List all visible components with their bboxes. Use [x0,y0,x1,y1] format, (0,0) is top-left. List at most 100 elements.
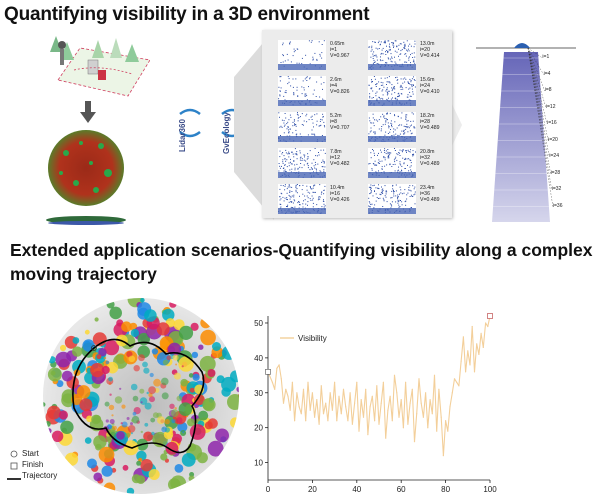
data-point [305,420,307,422]
y-tick-label: 20 [254,424,263,433]
data-point [420,402,422,404]
data-point [291,381,293,383]
viewpoint-visibility: V=0.707 [330,125,350,132]
cone-level-label: i=4 [543,70,551,77]
data-point [440,416,442,418]
page-title: Quantifying visibility in a 3D environme… [4,4,370,25]
data-point [480,332,482,334]
viewpoint-visibility: V=0.489 [420,125,440,132]
data-point [378,423,380,425]
start-point-marker [265,369,271,375]
viewpoint-visibility: V=0.489 [420,197,440,204]
cone-level-label: i=12 [545,103,556,110]
data-point [345,406,347,408]
data-point [422,416,424,418]
x-tick-label: 40 [352,485,361,494]
finish-point-marker [487,313,493,319]
legend-finish-label: Finish [22,460,44,469]
data-point [360,399,362,401]
trajectory-line [72,338,205,454]
data-point [393,374,396,376]
viewpoint-index: i=32 [420,155,430,162]
section-subtitle: Extended application scenarios-Quantifyi… [10,240,593,284]
data-point [329,392,331,394]
data-point [400,399,402,401]
data-point [487,325,489,328]
start-marker-icon [91,345,97,351]
viewpoint-distance: 0.65m [330,41,345,47]
start-legend-icon [10,450,18,458]
viewpoint-cell [278,184,326,214]
data-point [413,441,416,443]
data-point [289,409,291,411]
data-point [325,402,327,404]
cone-level-label: i=1 [542,54,550,60]
cone-level-label: i=24 [549,153,559,159]
data-point [342,388,345,390]
visibility-cone-diagram [476,43,576,222]
legend-trajectory-label: Trajectory [22,471,58,480]
data-point [396,392,398,394]
data-point [298,406,300,408]
viewpoint-cell [278,112,326,142]
data-point [280,378,282,380]
data-point [416,413,418,415]
viewpoint-distance: 18.2m [420,113,435,119]
data-point [369,406,371,408]
data-point [334,381,336,383]
legend-label: Visibility [298,334,327,343]
data-point [314,416,316,418]
viewpoint-index: i=20 [420,47,430,54]
data-point [473,371,476,373]
x-tick-label: 100 [483,485,497,494]
viewpoint-visibility: V=0.489 [420,161,440,168]
data-point [349,392,351,394]
data-point [482,346,484,348]
data-point [425,392,427,394]
data-point [402,427,404,429]
data-point [407,423,409,425]
viewpoint-visibility: V=0.426 [330,197,350,204]
data-point [418,378,420,380]
viewpoint-cell [278,148,326,178]
viewpoint-distance: 15.6m [420,77,435,83]
viewpoint-index: i=12 [330,155,340,162]
finish-legend-icon [10,462,18,470]
x-tick-label: 20 [308,485,317,494]
data-point [358,430,360,432]
viewpoint-distance: 20.8m [420,149,435,155]
viewpoint-index: i=8 [330,119,338,126]
data-point [391,420,393,422]
data-point [382,381,384,383]
viewpoint-cell [278,76,326,106]
field-scene-illustration [40,30,150,100]
data-point [356,381,358,383]
series-line-visibility [267,315,491,457]
data-point [311,392,313,394]
data-point [274,388,276,390]
data-point [456,381,458,383]
lidar360-logo-text: Lidar360 [178,119,187,152]
data-point [411,388,413,390]
data-point [322,413,325,415]
down-arrow-icon [80,101,96,123]
data-point [458,385,460,387]
data-point [460,360,462,362]
data-point [462,336,464,338]
data-point [405,381,407,383]
data-point [316,399,318,401]
viewpoint-index: i=16 [330,191,340,198]
y-tick-label: 10 [254,459,263,468]
cone-level-label: i=8 [544,87,552,93]
viewpoint-visibility: V=0.414 [420,53,440,60]
trajectory-map [43,298,239,494]
viewpoint-index: i=1 [330,47,338,54]
x-tick-label: 80 [441,485,450,494]
viewpoint-cell [368,40,416,70]
gvecology-logo-text: GvEcology [222,112,231,154]
viewpoint-visibility: V=0.967 [330,53,350,60]
legend-start-label: Start [22,449,39,458]
data-point [476,343,478,345]
x-tick-label: 60 [397,485,406,494]
cone-level-label: i=28 [550,169,561,176]
